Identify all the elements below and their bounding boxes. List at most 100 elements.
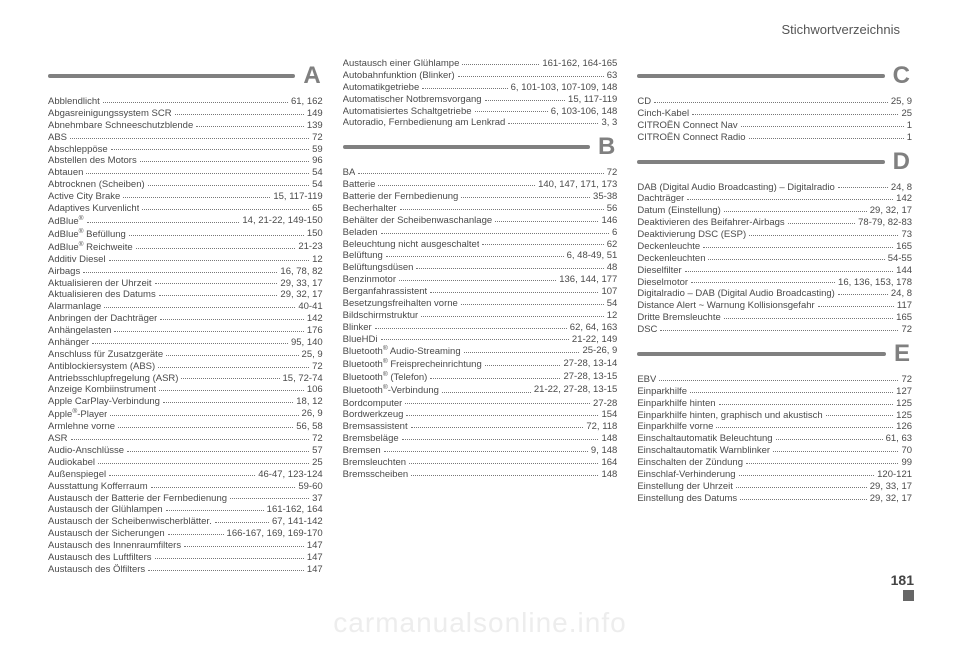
header-title: Stichwortverzeichnis bbox=[782, 22, 901, 37]
entry-dots bbox=[724, 312, 893, 319]
entry-pages: 70 bbox=[901, 445, 912, 457]
entry-term: AdBlue® Befüllung bbox=[48, 228, 126, 241]
entry-pages: 24, 8 bbox=[891, 288, 912, 300]
entry-pages: 146 bbox=[601, 215, 617, 227]
page-footer: 181 bbox=[891, 572, 914, 601]
entry-dots bbox=[155, 552, 304, 559]
entry-dots bbox=[158, 361, 309, 368]
index-entry: Bremsleuchten164 bbox=[343, 457, 618, 469]
index-entry: EBV72 bbox=[637, 374, 912, 386]
entry-term: Active City Brake bbox=[48, 191, 120, 203]
entry-dots bbox=[98, 457, 309, 464]
index-entry: Active City Brake15, 117-119 bbox=[48, 191, 323, 203]
index-entry: Einstellung der Uhrzeit29, 33, 17 bbox=[637, 481, 912, 493]
entry-term: Abschleppöse bbox=[48, 144, 108, 156]
entry-dots bbox=[118, 421, 293, 428]
index-entry: DAB (Digital Audio Broadcasting) – Digit… bbox=[637, 182, 912, 194]
entry-term: Bluetooth® (Telefon) bbox=[343, 371, 428, 384]
entry-term: ASR bbox=[48, 433, 68, 445]
entry-term: BA bbox=[343, 167, 356, 179]
entry-pages: 27-28 bbox=[593, 398, 617, 410]
section-head-e: E bbox=[637, 340, 912, 368]
entry-dots bbox=[127, 445, 309, 452]
entry-dots bbox=[482, 239, 603, 246]
entry-term: Austausch der Batterie der Fernbedienung bbox=[48, 493, 227, 505]
entry-pages: 21-23 bbox=[298, 241, 322, 254]
entry-dots bbox=[166, 504, 264, 511]
entry-dots bbox=[654, 96, 888, 103]
entry-pages: 15, 72-74 bbox=[283, 373, 323, 385]
entry-term: Automatikgetriebe bbox=[343, 82, 420, 94]
entry-pages: 56, 58 bbox=[296, 421, 322, 433]
entry-term: Aktualisieren des Datums bbox=[48, 289, 156, 301]
entry-dots bbox=[838, 182, 888, 189]
entry-pages: 125 bbox=[896, 398, 912, 410]
entry-term: Dieselfilter bbox=[637, 265, 681, 277]
entry-term: Automatisiertes Schaltgetriebe bbox=[343, 106, 472, 118]
entry-pages: 95, 140 bbox=[291, 337, 323, 349]
entry-dots bbox=[495, 215, 598, 222]
entry-term: Austausch der Scheibenwischerblätter. bbox=[48, 516, 212, 528]
entry-dots bbox=[719, 398, 894, 405]
entry-term: Bordwerkzeug bbox=[343, 409, 404, 421]
entry-dots bbox=[826, 410, 893, 417]
index-entry: Armlehne vorne56, 58 bbox=[48, 421, 323, 433]
entry-pages: 40-41 bbox=[298, 301, 322, 313]
index-entry: Behälter der Scheibenwaschanlage146 bbox=[343, 215, 618, 227]
index-entry: Anzeige Kombiinstrument106 bbox=[48, 384, 323, 396]
footer-marker bbox=[903, 590, 914, 601]
entry-dots bbox=[749, 132, 904, 139]
entry-term: DSC bbox=[637, 324, 657, 336]
index-entry: Einstellung des Datums29, 32, 17 bbox=[637, 493, 912, 505]
entry-pages: 72 bbox=[312, 433, 323, 445]
entry-term: Aktualisieren der Uhrzeit bbox=[48, 278, 152, 290]
entry-dots bbox=[749, 229, 898, 236]
index-entry: Apple®-Player26, 9 bbox=[48, 408, 323, 421]
entry-term: Anhängelasten bbox=[48, 325, 111, 337]
entry-pages: 6 bbox=[612, 227, 617, 239]
entry-term: Abtrocknen (Scheiben) bbox=[48, 179, 145, 191]
entry-term: Cinch-Kabel bbox=[637, 108, 689, 120]
index-entry: Einschalten der Zündung99 bbox=[637, 457, 912, 469]
index-entry: Additiv Diesel12 bbox=[48, 254, 323, 266]
section-letter: E bbox=[894, 340, 912, 368]
entry-term: CD bbox=[637, 96, 651, 108]
entries-list: CD25, 9Cinch-Kabel25CITROËN Connect Nav1… bbox=[637, 96, 912, 144]
entry-term: Blinker bbox=[343, 322, 372, 334]
index-entry: Abnehmbare Schneeschutzblende139 bbox=[48, 120, 323, 132]
entry-dots bbox=[155, 278, 278, 285]
entry-term: Einschaltautomatik Warnblinker bbox=[637, 445, 770, 457]
index-entry: Abstellen des Motors96 bbox=[48, 155, 323, 167]
entry-term: ABS bbox=[48, 132, 67, 144]
index-entry: Adaptives Kurvenlicht65 bbox=[48, 203, 323, 215]
entry-dots bbox=[690, 386, 893, 393]
entry-term: Alarmanlage bbox=[48, 301, 101, 313]
entry-dots bbox=[163, 396, 293, 403]
entry-pages: 9, 148 bbox=[591, 445, 617, 457]
entry-pages: 29, 32, 17 bbox=[870, 205, 912, 217]
entry-pages: 16, 78, 82 bbox=[280, 266, 322, 278]
entry-pages: 54-55 bbox=[888, 253, 912, 265]
entry-dots bbox=[92, 337, 288, 344]
entry-pages: 142 bbox=[896, 193, 912, 205]
entry-term: AdBlue® bbox=[48, 215, 84, 228]
index-entry: Deckenleuchten54-55 bbox=[637, 253, 912, 265]
entry-dots bbox=[109, 469, 255, 476]
entry-dots bbox=[691, 277, 835, 284]
entry-term: Einparkhilfe bbox=[637, 386, 687, 398]
entry-dots bbox=[411, 469, 598, 476]
entry-pages: 165 bbox=[896, 312, 912, 324]
entry-pages: 62, 64, 163 bbox=[570, 322, 618, 334]
entry-term: Einschlaf-Verhinderung bbox=[637, 469, 735, 481]
index-entry: Einschaltautomatik Warnblinker 70 bbox=[637, 445, 912, 457]
entry-pages: 65 bbox=[312, 203, 323, 215]
entry-pages: 147 bbox=[307, 552, 323, 564]
index-entry: Autobahnfunktion (Blinker)63 bbox=[343, 70, 618, 82]
entry-term: Datum (Einstellung) bbox=[637, 205, 720, 217]
entry-dots bbox=[381, 334, 569, 341]
section-rule bbox=[637, 352, 886, 356]
index-entry: ABS72 bbox=[48, 132, 323, 144]
index-entry: Datum (Einstellung) 29, 32, 17 bbox=[637, 205, 912, 217]
entry-pages: 12 bbox=[607, 310, 618, 322]
entry-pages: 26, 9 bbox=[302, 408, 323, 421]
